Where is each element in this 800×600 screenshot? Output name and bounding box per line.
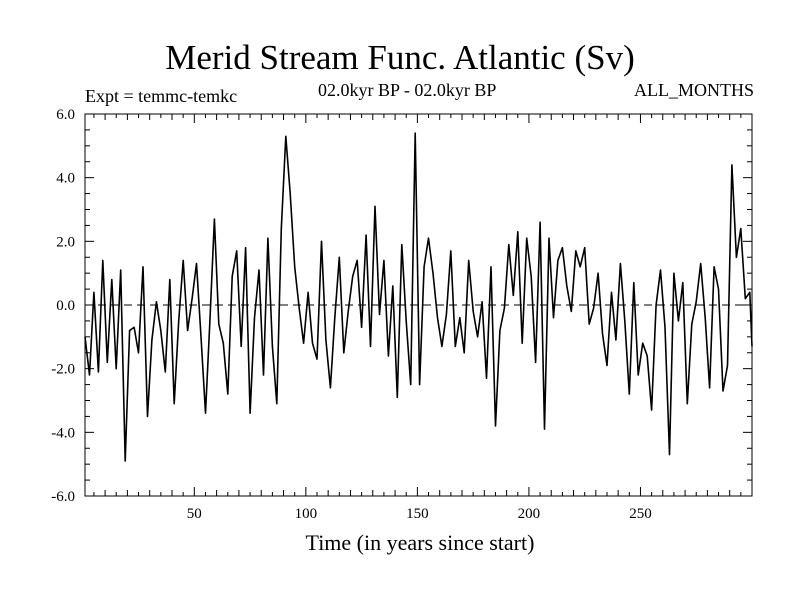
y-tick-label: -6.0 xyxy=(51,489,75,505)
x-tick-label: 50 xyxy=(187,506,202,522)
y-tick-label: 4.0 xyxy=(56,171,75,187)
y-tick-label: -4.0 xyxy=(51,425,75,441)
x-tick-label: 100 xyxy=(295,506,318,522)
experiment-label: Expt = temmc-temkc xyxy=(85,86,238,106)
x-tick-label: 250 xyxy=(629,506,652,522)
period-label: 02.0kyr BP - 02.0kyr BP xyxy=(318,80,497,100)
series-line xyxy=(84,132,753,462)
months-label: ALL_MONTHS xyxy=(634,80,754,100)
chart-title: Merid Stream Func. Atlantic (Sv) xyxy=(165,38,635,77)
x-axis-label: Time (in years since start) xyxy=(305,530,535,555)
x-tick-label: 200 xyxy=(518,506,541,522)
y-tick-label: 0.0 xyxy=(56,298,75,314)
y-tick-label: 2.0 xyxy=(56,234,75,250)
y-tick-label: 6.0 xyxy=(56,107,75,123)
x-tick-label: 150 xyxy=(406,506,429,522)
y-tick-label: -2.0 xyxy=(51,362,75,378)
